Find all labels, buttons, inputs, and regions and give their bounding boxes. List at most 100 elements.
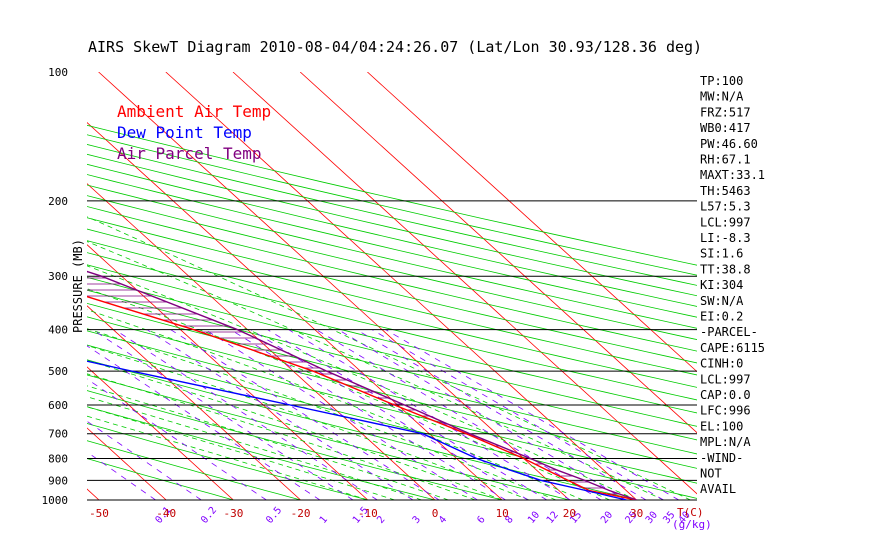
legend-item-dewpoint: Dew Point Temp bbox=[117, 123, 252, 142]
dry-adiabat-line bbox=[87, 374, 570, 500]
dry-adiabat-line bbox=[87, 124, 697, 266]
isotherm-line bbox=[87, 122, 503, 500]
mixing-ratio-tick-label: 1 bbox=[318, 514, 330, 526]
stat-line: CINH:0 bbox=[700, 357, 743, 371]
mixing-ratio-tick-label: 3 bbox=[411, 514, 423, 526]
mixing-ratio-tick-label: 10 bbox=[526, 510, 542, 526]
mixing-ratio-axis-label: (g/kg) bbox=[672, 518, 712, 531]
stat-line: CAPE:6115 bbox=[700, 341, 765, 355]
mixing-ratio-line bbox=[316, 329, 602, 500]
bottom-temp-tick-label: -40 bbox=[156, 507, 176, 520]
isotherm-line bbox=[87, 305, 301, 500]
pressure-tick-label: 200 bbox=[48, 195, 68, 208]
mixing-ratio-line bbox=[87, 345, 321, 500]
dry-adiabat-line bbox=[87, 240, 697, 388]
pressure-tick-label: 100 bbox=[48, 66, 68, 79]
stat-line: PW:46.60 bbox=[700, 137, 758, 151]
isotherm-line bbox=[87, 366, 234, 500]
isotherm-line bbox=[98, 72, 570, 500]
moist-adiabat-line bbox=[87, 265, 637, 500]
stat-line: -WIND- bbox=[700, 451, 743, 465]
chart-title: AIRS SkewT Diagram 2010-08-04/04:24:26.0… bbox=[88, 38, 702, 56]
dry-adiabat-line bbox=[87, 184, 697, 329]
stat-line: L57:5.3 bbox=[700, 200, 751, 214]
mixing-ratio-tick-label: 20 bbox=[599, 510, 615, 526]
stat-line: SI:1.6 bbox=[700, 247, 743, 261]
isotherm-line bbox=[87, 427, 167, 500]
stat-line: MPL:N/A bbox=[700, 435, 751, 449]
dry-adiabat-line bbox=[87, 440, 301, 500]
moist-adiabat-line bbox=[87, 415, 368, 500]
stat-line: -PARCEL- bbox=[700, 325, 758, 339]
pressure-tick-label: 1000 bbox=[42, 494, 69, 507]
mixing-ratio-line bbox=[87, 378, 267, 500]
dry-adiabat-line bbox=[87, 195, 697, 341]
dry-adiabat-line bbox=[87, 163, 697, 307]
mixing-ratio-tick-label: 6 bbox=[475, 514, 487, 526]
dry-adiabat-line bbox=[87, 174, 697, 318]
isotherm-line bbox=[165, 72, 637, 500]
bottom-temp-tick-label: 30 bbox=[630, 507, 643, 520]
mixing-ratio-tick-label: 0.5 bbox=[264, 505, 284, 526]
mixing-ratio-line bbox=[92, 329, 354, 500]
stat-line: KI:304 bbox=[700, 278, 743, 292]
isotherm-line bbox=[87, 244, 369, 500]
stat-line: RH:67.1 bbox=[700, 153, 751, 167]
stat-line: NOT bbox=[700, 467, 722, 481]
isotherm-line bbox=[299, 72, 697, 434]
moist-adiabat-line bbox=[87, 345, 530, 500]
bottom-temp-tick-label: -50 bbox=[89, 507, 109, 520]
stat-line: MAXT:33.1 bbox=[700, 168, 765, 182]
dry-adiabat-line bbox=[87, 153, 697, 297]
mixing-ratio-tick-label: 0.2 bbox=[199, 505, 219, 526]
mixing-ratio-tick-label: 12 bbox=[545, 510, 561, 526]
moist-adiabat-line bbox=[87, 216, 691, 500]
mixing-ratio-tick-label: 2 bbox=[375, 514, 387, 526]
dewpoint-line bbox=[87, 360, 627, 500]
y-axis-label: PRESSURE (MB) bbox=[71, 239, 85, 333]
mixing-ratio-tick-label: 4 bbox=[437, 514, 449, 526]
stat-line: EI:0.2 bbox=[700, 310, 743, 324]
dry-adiabat-line bbox=[87, 276, 697, 427]
mixing-ratio-line bbox=[385, 329, 679, 500]
mixing-ratio-line bbox=[87, 451, 156, 500]
stat-line: FRZ:517 bbox=[700, 105, 751, 119]
stat-line: MW:N/A bbox=[700, 90, 744, 104]
stat-line: CAP:0.0 bbox=[700, 388, 751, 402]
legend: Ambient Air Temp Dew Point Temp Air Parc… bbox=[117, 102, 271, 163]
dry-adiabat-line bbox=[87, 134, 697, 276]
dry-adiabat-line bbox=[87, 264, 697, 414]
mixing-ratio-line bbox=[170, 329, 440, 500]
legend-item-parcel: Air Parcel Temp bbox=[117, 144, 262, 163]
stat-line: TP:100 bbox=[700, 74, 743, 88]
pressure-tick-label: 800 bbox=[48, 453, 68, 466]
pressure-tick-label: 500 bbox=[48, 365, 68, 378]
dry-adiabat-line bbox=[87, 206, 697, 352]
parcel-temp-line bbox=[87, 270, 637, 500]
dry-adiabat-line bbox=[87, 344, 697, 499]
pressure-tick-label: 900 bbox=[48, 474, 68, 487]
dry-adiabat-line bbox=[87, 390, 503, 500]
mixing-ratio-line bbox=[146, 329, 414, 500]
dry-adiabat-line bbox=[87, 423, 368, 500]
dry-adiabat-line bbox=[87, 330, 697, 484]
stat-line: LCL:997 bbox=[700, 372, 751, 386]
stat-line: WB0:417 bbox=[700, 121, 751, 135]
dry-adiabat-line bbox=[87, 217, 697, 364]
stat-line: LI:-8.3 bbox=[700, 231, 751, 245]
dry-adiabat-line bbox=[87, 289, 697, 441]
isotherm-line bbox=[232, 72, 697, 495]
mixing-ratio-line bbox=[205, 329, 478, 500]
bottom-temp-tick-label: -10 bbox=[358, 507, 378, 520]
dry-adiabat-line bbox=[87, 302, 697, 455]
bottom-temp-tick-label: -30 bbox=[223, 507, 243, 520]
dry-adiabat-line bbox=[87, 458, 234, 500]
mixing-ratio-tick-label: 30 bbox=[644, 510, 660, 526]
mixing-ratio-line bbox=[87, 420, 202, 500]
x-axis-label: T(C) bbox=[677, 506, 704, 519]
pressure-tick-label: 600 bbox=[48, 399, 68, 412]
pressure-tick-label: 400 bbox=[48, 324, 68, 337]
dry-adiabat-line bbox=[87, 252, 697, 401]
dry-adiabat-line bbox=[87, 316, 697, 469]
